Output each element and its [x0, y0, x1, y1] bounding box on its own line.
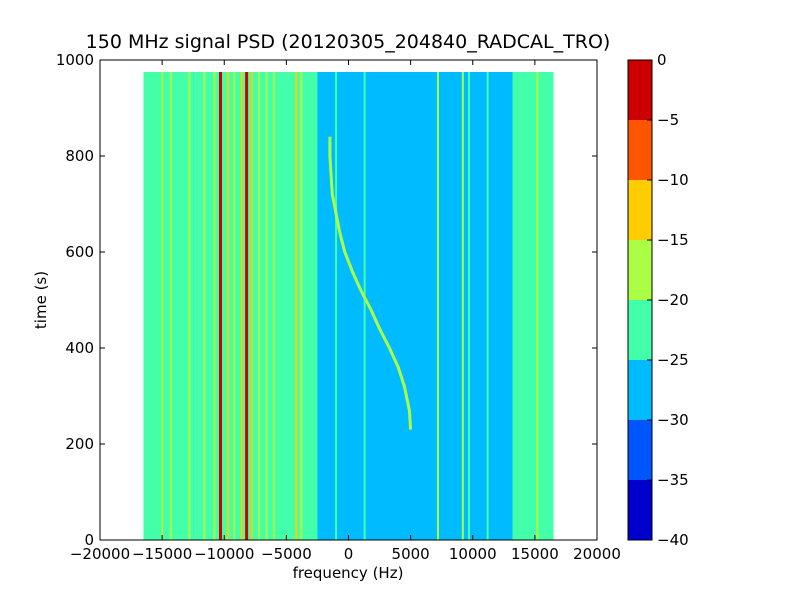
- y-tick-label: 1000: [56, 51, 94, 69]
- colorbar-tick-label: −15: [657, 231, 689, 249]
- y-tick-label: 200: [65, 435, 94, 453]
- colorbar-tick-label: 0: [657, 51, 667, 69]
- edge-band: [143, 72, 194, 540]
- y-tick-label: 600: [65, 243, 94, 261]
- colorbar-band: [628, 120, 652, 180]
- y-axis-label: time (s): [32, 271, 50, 329]
- x-tick-label: −15000: [132, 545, 192, 563]
- x-tick-label: 5000: [392, 545, 430, 563]
- colorbar-tick-label: −40: [657, 531, 689, 549]
- interference-region: [193, 72, 318, 540]
- y-tick-label: 0: [84, 531, 94, 549]
- x-tick-label: 10000: [449, 545, 497, 563]
- colorbar-band: [628, 240, 652, 300]
- colorbar-band: [628, 360, 652, 420]
- y-tick-label: 800: [65, 147, 94, 165]
- x-tick-label: 20000: [573, 545, 621, 563]
- x-tick-label: −20000: [70, 545, 130, 563]
- colorbar-tick-label: −5: [657, 111, 679, 129]
- drifting-signal: [328, 136, 413, 430]
- y-tick-label: 400: [65, 339, 94, 357]
- colorbar-tick-label: −25: [657, 351, 689, 369]
- x-tick-label: −10000: [194, 545, 254, 563]
- colorbar-tick-label: −10: [657, 171, 689, 189]
- edge-band: [512, 72, 554, 540]
- x-axis-label: frequency (Hz): [293, 564, 404, 582]
- colorbar-band: [628, 480, 652, 540]
- x-tick-label: 0: [344, 545, 354, 563]
- colorbar-tick-label: −20: [657, 291, 689, 309]
- colorbar-band: [628, 180, 652, 240]
- chart-title: 150 MHz signal PSD (20120305_204840_RADC…: [86, 31, 611, 53]
- colorbar-band: [628, 60, 652, 120]
- x-tick-label: −5000: [261, 545, 312, 563]
- colorbar-tick-label: −30: [657, 411, 689, 429]
- colorbar-band: [628, 300, 652, 360]
- colorbar-band: [628, 420, 652, 480]
- x-tick-label: 15000: [511, 545, 559, 563]
- colorbar-tick-label: −35: [657, 471, 689, 489]
- colorbar: 0 −5 −10 −15 −20 −25 −30 −35 −40: [627, 51, 689, 549]
